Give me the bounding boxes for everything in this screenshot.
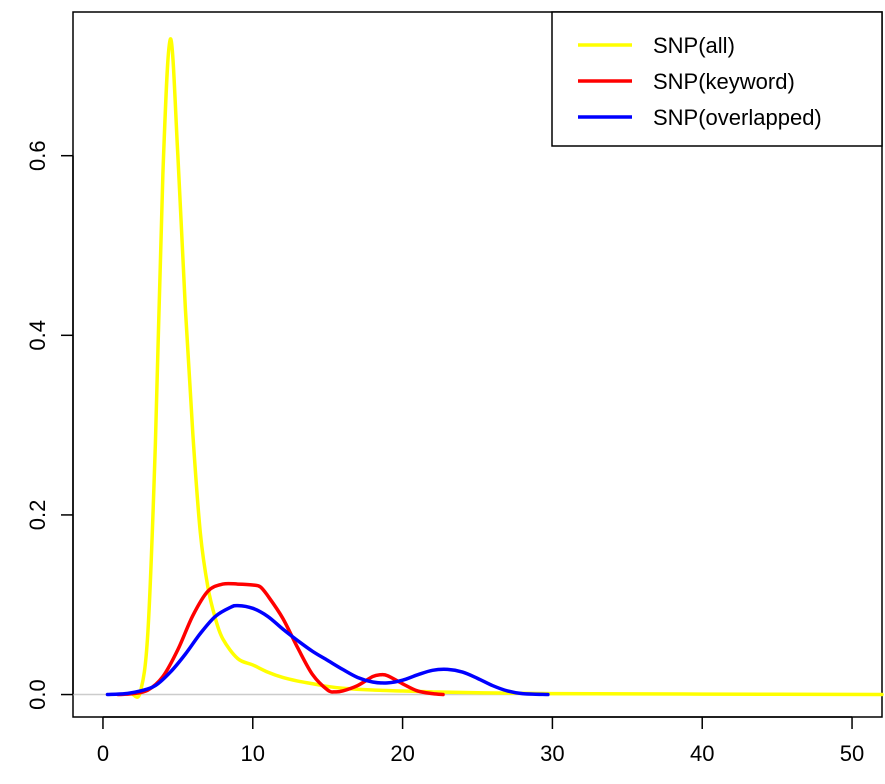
x-tick-label: 20 xyxy=(390,741,414,766)
series-layer xyxy=(105,37,884,699)
legend-box xyxy=(551,11,883,147)
y-tick-label: 0.4 xyxy=(25,320,50,351)
legend: SNP(all) SNP(keyword) SNP(overlapped) xyxy=(551,11,883,147)
legend-label-1: SNP(keyword) xyxy=(653,69,795,94)
x-tick-label: 50 xyxy=(840,741,864,766)
y-tick-label: 0.0 xyxy=(25,679,50,710)
y-tick-label: 0.2 xyxy=(25,500,50,531)
x-tick-label: 0 xyxy=(97,741,109,766)
x-tick-label: 30 xyxy=(540,741,564,766)
x-tick-label: 10 xyxy=(241,741,265,766)
legend-label-0: SNP(all) xyxy=(653,33,735,58)
legend-label-2: SNP(overlapped) xyxy=(653,105,822,130)
x-tick-label: 40 xyxy=(690,741,714,766)
series-line-2 xyxy=(105,603,550,697)
x-axis: 0 10 20 30 40 50 xyxy=(97,716,864,766)
y-axis: 0.0 0.2 0.4 0.6 xyxy=(25,140,74,710)
series-line-0 xyxy=(131,37,884,699)
y-tick-label: 0.6 xyxy=(25,140,50,171)
